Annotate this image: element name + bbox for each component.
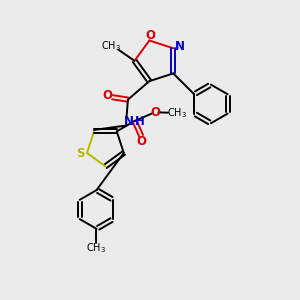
- Text: S: S: [76, 147, 85, 160]
- Text: O: O: [145, 29, 155, 42]
- Text: O: O: [136, 135, 146, 148]
- Text: CH$_3$: CH$_3$: [167, 106, 187, 120]
- Text: CH$_3$: CH$_3$: [86, 242, 106, 255]
- Text: CH$_3$: CH$_3$: [101, 39, 121, 53]
- Text: O: O: [102, 89, 112, 102]
- Text: N: N: [124, 115, 134, 128]
- Text: H: H: [135, 115, 145, 128]
- Text: O: O: [151, 106, 161, 118]
- Text: N: N: [175, 40, 185, 53]
